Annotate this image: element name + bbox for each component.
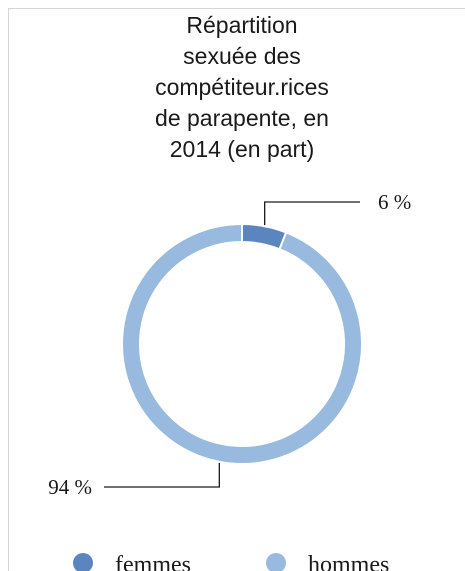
leader-line-hommes [104, 462, 220, 488]
legend-label-hommes: hommes [308, 552, 389, 571]
donut-slices [121, 222, 363, 465]
legend-marker-femmes [73, 553, 93, 571]
donut-slice-hommes [121, 222, 363, 465]
chart-title-line: Répartition [186, 12, 297, 38]
legend-marker-hommes [266, 553, 286, 571]
legend-label-femmes: femmes [115, 552, 191, 571]
data-label-femmes: 6 % [378, 190, 411, 214]
legend: femmes hommes [73, 552, 389, 571]
leader-line-femmes [264, 201, 360, 226]
chart-title-line: sexuée des [183, 43, 301, 69]
data-label-hommes: 94 % [48, 475, 92, 499]
donut-slice-femmes [241, 222, 288, 251]
chart-title-line: de parapente, en [155, 105, 329, 131]
data-labels: 6 % 94 % [48, 190, 411, 499]
chart-title-line: 2014 (en part) [170, 136, 314, 162]
leader-lines [104, 201, 360, 488]
chart-title: Répartition sexuée des compétiteur.rices de… [155, 12, 329, 162]
chart-frame [8, 8, 465, 571]
chart-title-line: compétiteur.rices [155, 74, 329, 100]
